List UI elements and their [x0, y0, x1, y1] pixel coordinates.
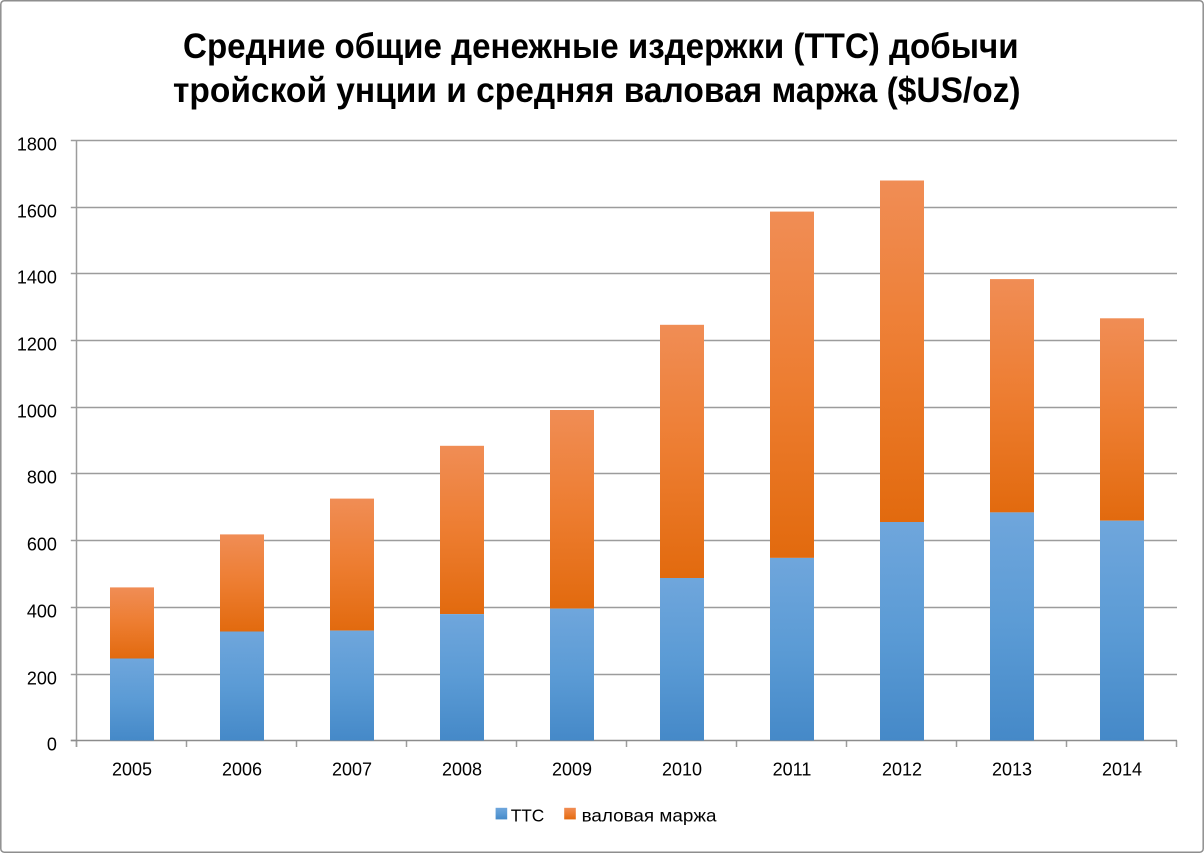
- svg-text:2014: 2014: [1102, 760, 1142, 780]
- svg-text:600: 600: [27, 534, 57, 554]
- svg-text:1800: 1800: [17, 134, 57, 154]
- svg-text:1200: 1200: [17, 334, 57, 354]
- svg-text:800: 800: [27, 467, 57, 487]
- svg-text:2010: 2010: [662, 760, 702, 780]
- svg-text:1600: 1600: [17, 201, 57, 221]
- svg-text:2005: 2005: [112, 760, 152, 780]
- svg-text:2007: 2007: [332, 760, 372, 780]
- svg-text:1000: 1000: [17, 401, 57, 421]
- svg-text:ТТС: ТТС: [511, 805, 545, 825]
- svg-text:400: 400: [27, 601, 57, 621]
- svg-text:тройской унции и средняя валов: тройской унции и средняя валовая маржа (…: [173, 71, 1021, 110]
- svg-text:0: 0: [47, 734, 57, 754]
- svg-text:2009: 2009: [552, 760, 592, 780]
- svg-text:Средние общие денежные издержк: Средние общие денежные издержки (ТТС) до…: [183, 27, 1019, 66]
- svg-text:валовая маржа: валовая маржа: [582, 805, 717, 825]
- svg-text:2006: 2006: [222, 760, 262, 780]
- svg-text:200: 200: [27, 668, 57, 688]
- svg-text:2012: 2012: [882, 760, 922, 780]
- svg-text:2011: 2011: [773, 760, 812, 780]
- svg-text:1400: 1400: [17, 267, 57, 287]
- svg-text:2013: 2013: [992, 760, 1032, 780]
- svg-text:2008: 2008: [442, 760, 482, 780]
